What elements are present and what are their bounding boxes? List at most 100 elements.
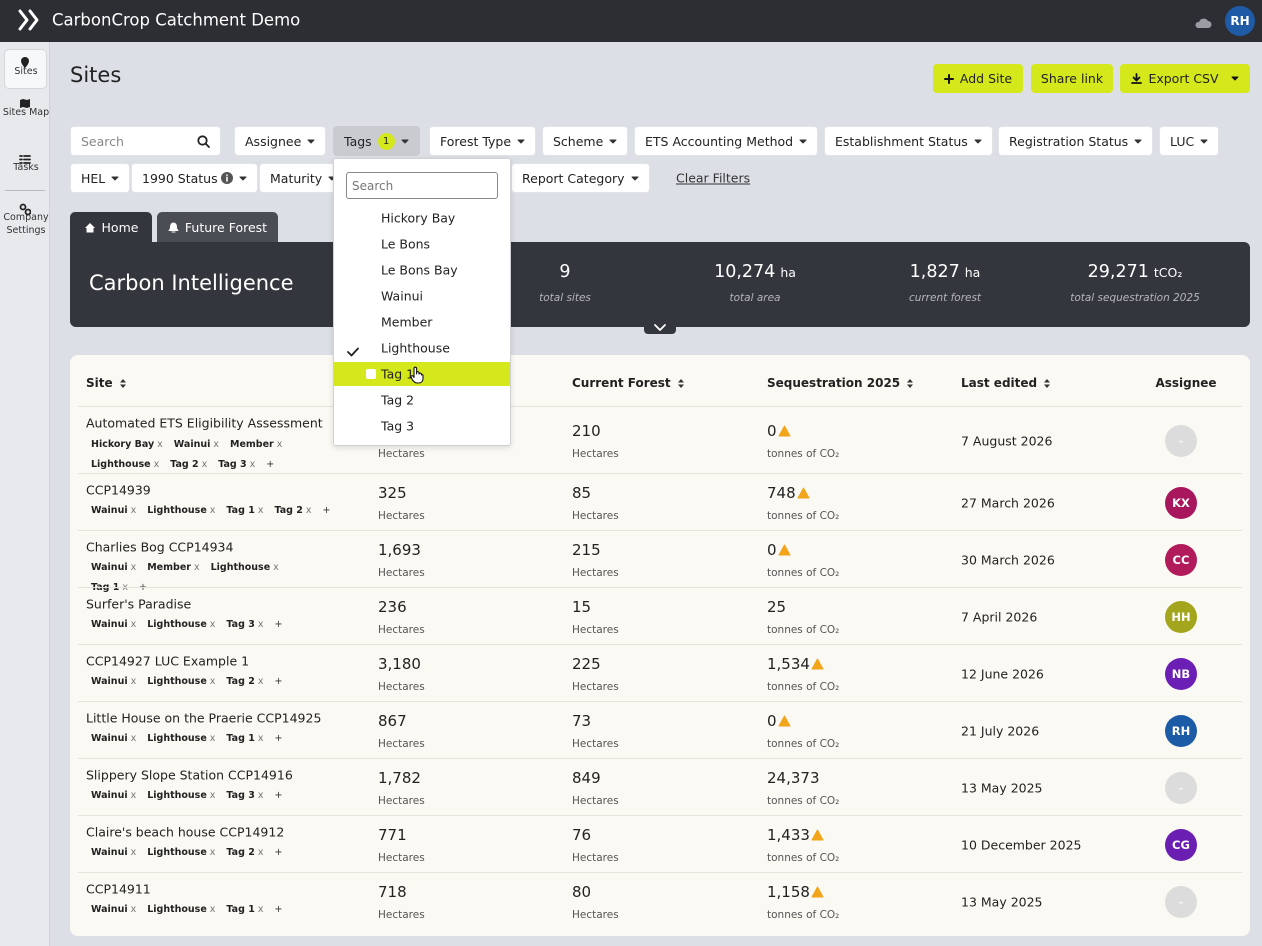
filter-button[interactable]: Assignee xyxy=(234,126,327,156)
tag-add[interactable]: + xyxy=(274,619,283,630)
view-tab[interactable]: Future Forest xyxy=(157,212,278,243)
assignee-avatar[interactable]: KX xyxy=(1165,486,1197,519)
tag-remove[interactable]: x xyxy=(257,847,264,858)
tag-chip[interactable]: Lighthouse x xyxy=(147,733,215,745)
dropdown-option[interactable]: Le Bons Bay xyxy=(334,258,510,282)
tag-chip[interactable]: Wainui x xyxy=(91,619,136,631)
tag-chip[interactable]: Lighthouse x xyxy=(147,676,215,688)
tag-remove[interactable]: x xyxy=(257,505,264,516)
table-row[interactable]: Automated ETS Eligibility Assessment Hick… xyxy=(70,407,1250,474)
assignee-avatar[interactable]: CG xyxy=(1165,828,1197,861)
tag-remove[interactable]: x xyxy=(209,790,216,801)
tag-chip[interactable]: Wainui x xyxy=(91,676,136,688)
dropdown-option[interactable]: Le Bons xyxy=(334,232,510,256)
filter-button[interactable]: ETS Accounting Method xyxy=(634,126,819,156)
tag-chip[interactable]: Wainui x xyxy=(91,790,136,802)
filter-button[interactable]: Registration Status xyxy=(998,126,1154,156)
tag-remove[interactable]: x xyxy=(130,847,137,858)
tag-remove[interactable]: x xyxy=(193,562,200,573)
user-avatar[interactable]: RH xyxy=(1225,6,1255,36)
dropdown-option[interactable]: Tag 2 xyxy=(334,388,510,412)
tag-chip[interactable]: Lighthouse x xyxy=(211,562,279,574)
tag-remove[interactable]: x xyxy=(257,904,264,915)
tag-chip[interactable]: Lighthouse x xyxy=(147,505,215,517)
column-header[interactable]: Current Forest xyxy=(572,376,685,390)
table-row[interactable]: Charlies Bog CCP14934 Wainui x Member x Light… xyxy=(70,531,1250,593)
filter-button[interactable]: LUC xyxy=(1159,126,1220,156)
action-button[interactable]: Share link xyxy=(1031,64,1113,93)
tag-remove[interactable]: x xyxy=(257,619,264,630)
tag-chip[interactable]: Wainui x xyxy=(174,439,219,451)
nav-item[interactable]: Sites Map xyxy=(3,91,49,143)
tag-chip[interactable]: Lighthouse x xyxy=(147,904,215,916)
tag-remove[interactable]: x xyxy=(130,619,137,630)
tag-add[interactable]: + xyxy=(274,790,283,801)
tag-remove[interactable]: x xyxy=(209,847,216,858)
tag-chip[interactable]: Wainui x xyxy=(91,562,136,574)
tag-add[interactable]: + xyxy=(274,676,283,687)
tag-remove[interactable]: x xyxy=(157,439,163,450)
dropdown-option[interactable]: Hickory Bay xyxy=(334,206,510,230)
tag-add[interactable]: + xyxy=(274,733,283,744)
clear-filters-link[interactable]: Clear Filters xyxy=(676,170,751,186)
tag-remove[interactable]: x xyxy=(249,459,256,470)
tag-remove[interactable]: x xyxy=(209,733,216,744)
tag-chip[interactable]: Hickory Bay x xyxy=(91,439,163,451)
action-button[interactable]: Export CSV xyxy=(1120,64,1250,93)
tag-remove[interactable]: x xyxy=(201,459,208,470)
tag-remove[interactable]: x xyxy=(257,790,264,801)
tag-add[interactable]: + xyxy=(266,459,275,470)
tag-remove[interactable]: x xyxy=(305,505,312,516)
tag-chip[interactable]: Wainui x xyxy=(91,733,136,745)
tag-remove[interactable]: x xyxy=(257,676,264,687)
tag-remove[interactable]: x xyxy=(130,790,137,801)
tag-remove[interactable]: x xyxy=(213,439,220,450)
tag-remove[interactable]: x xyxy=(209,505,216,516)
tag-chip[interactable]: Lighthouse x xyxy=(147,790,215,802)
expand-toggle[interactable] xyxy=(644,320,676,334)
tag-remove[interactable]: x xyxy=(209,619,216,630)
tag-chip[interactable]: Lighthouse x xyxy=(91,459,159,471)
tag-chip[interactable]: Lighthouse x xyxy=(147,847,215,859)
table-row[interactable]: CCP14911 Wainui x Lighthouse x Tag 1 x +718 Hect… xyxy=(70,873,1250,930)
tag-add[interactable]: + xyxy=(274,847,283,858)
filter-button[interactable]: HEL xyxy=(70,163,131,193)
tag-remove[interactable]: x xyxy=(257,733,264,744)
column-header[interactable]: Sequestration 2025 xyxy=(767,376,914,390)
table-row[interactable]: Surfer's Paradise Wainui x Lighthouse x Tag 3… xyxy=(70,588,1250,645)
assignee-avatar[interactable]: CC xyxy=(1165,543,1197,576)
table-row[interactable]: Little House on the Praerie CCP14925 Wain… xyxy=(70,702,1250,759)
tag-add[interactable]: + xyxy=(274,904,283,915)
tag-add[interactable]: + xyxy=(322,505,331,516)
dropdown-search[interactable]: Search xyxy=(346,172,498,199)
filter-button[interactable]: Report Category xyxy=(511,163,650,193)
filter-button[interactable]: 1990 Status xyxy=(131,163,258,193)
assignee-avatar[interactable]: HH xyxy=(1165,600,1197,633)
assignee-avatar[interactable]: - xyxy=(1165,424,1197,457)
tag-remove[interactable]: x xyxy=(130,505,137,516)
search-input[interactable]: Search xyxy=(70,126,221,156)
column-header[interactable]: Last edited xyxy=(961,376,1051,390)
tag-remove[interactable]: x xyxy=(130,562,137,573)
column-header[interactable]: Site xyxy=(86,376,127,390)
table-row[interactable]: Slippery Slope Station CCP14916 Wainui x Li… xyxy=(70,759,1250,816)
dropdown-option[interactable]: Lighthouse xyxy=(334,336,510,360)
tag-remove[interactable]: x xyxy=(209,904,216,915)
filter-button[interactable]: Establishment Status xyxy=(824,126,993,156)
table-row[interactable]: Claire's beach house CCP14912 Wainui x Ligh… xyxy=(70,816,1250,873)
nav-item[interactable]: Company Settings xyxy=(3,197,49,249)
assignee-avatar[interactable]: - xyxy=(1165,885,1197,918)
nav-item[interactable]: Sites xyxy=(5,50,46,88)
assignee-avatar[interactable]: RH xyxy=(1165,714,1197,747)
tag-remove[interactable]: x xyxy=(209,676,216,687)
action-button[interactable]: Add Site xyxy=(933,64,1023,93)
